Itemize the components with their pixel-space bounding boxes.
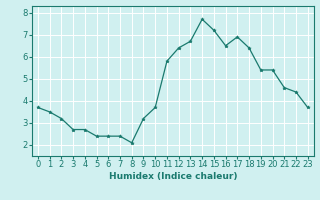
X-axis label: Humidex (Indice chaleur): Humidex (Indice chaleur): [108, 172, 237, 181]
